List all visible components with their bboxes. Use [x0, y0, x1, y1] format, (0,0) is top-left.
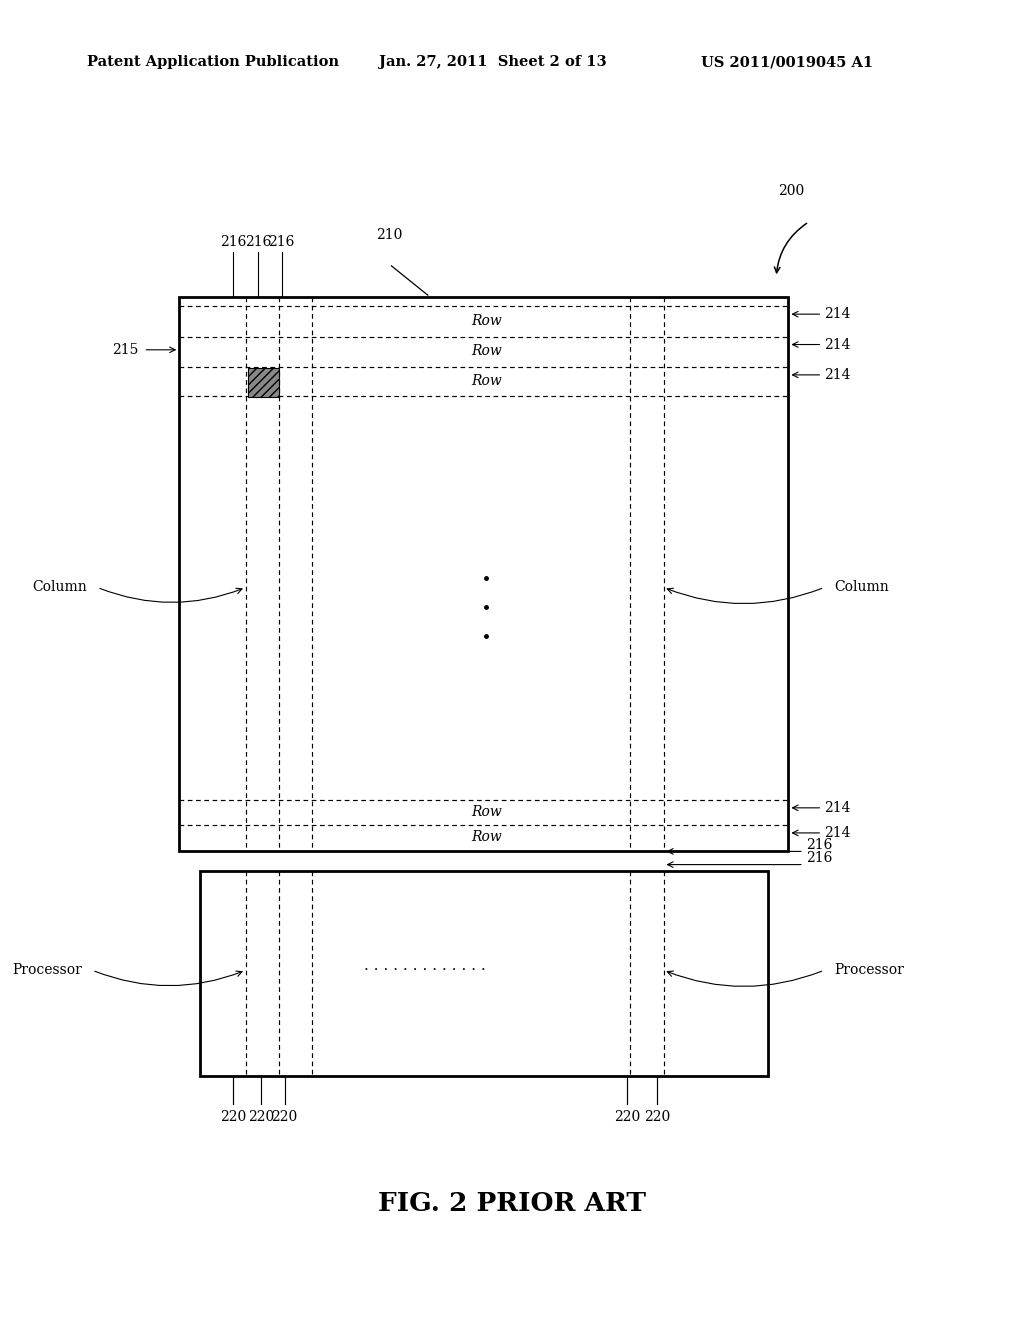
Text: 220: 220 [220, 1110, 247, 1125]
Text: · · · · · · · · · · · · ·: · · · · · · · · · · · · · [364, 964, 486, 977]
Text: US 2011/0019045 A1: US 2011/0019045 A1 [701, 55, 873, 70]
Text: 220: 220 [248, 1110, 274, 1125]
Text: Row: Row [471, 805, 502, 818]
Text: Processor: Processor [12, 964, 82, 977]
Bar [200, 871, 768, 1076]
Text: 214: 214 [824, 338, 851, 351]
Text: 200: 200 [778, 183, 805, 198]
Text: Processor: Processor [835, 964, 904, 977]
Text: 220: 220 [271, 1110, 298, 1125]
Bar [248, 368, 279, 397]
Text: Row: Row [471, 830, 502, 843]
Text: 214: 214 [824, 826, 851, 840]
Text: 216: 216 [268, 235, 295, 249]
Text: Column: Column [835, 581, 889, 594]
Text: 216: 216 [245, 235, 271, 249]
Text: 216: 216 [220, 235, 247, 249]
Text: 220: 220 [644, 1110, 671, 1125]
Text: Row: Row [471, 375, 502, 388]
Text: 214: 214 [824, 308, 851, 321]
Text: 214: 214 [824, 368, 851, 381]
Text: FIG. 2 PRIOR ART: FIG. 2 PRIOR ART [378, 1192, 646, 1216]
Text: 216: 216 [806, 838, 833, 851]
Text: Patent Application Publication: Patent Application Publication [87, 55, 339, 70]
Text: Row: Row [471, 345, 502, 358]
Text: 210: 210 [376, 227, 402, 242]
Text: 214: 214 [824, 801, 851, 814]
Text: Jan. 27, 2011  Sheet 2 of 13: Jan. 27, 2011 Sheet 2 of 13 [379, 55, 606, 70]
Text: 215: 215 [112, 343, 138, 356]
Text: 220: 220 [613, 1110, 640, 1125]
Text: Row: Row [471, 314, 502, 327]
Bar [179, 297, 788, 851]
Text: 216: 216 [806, 851, 833, 865]
Text: Column: Column [33, 581, 87, 594]
